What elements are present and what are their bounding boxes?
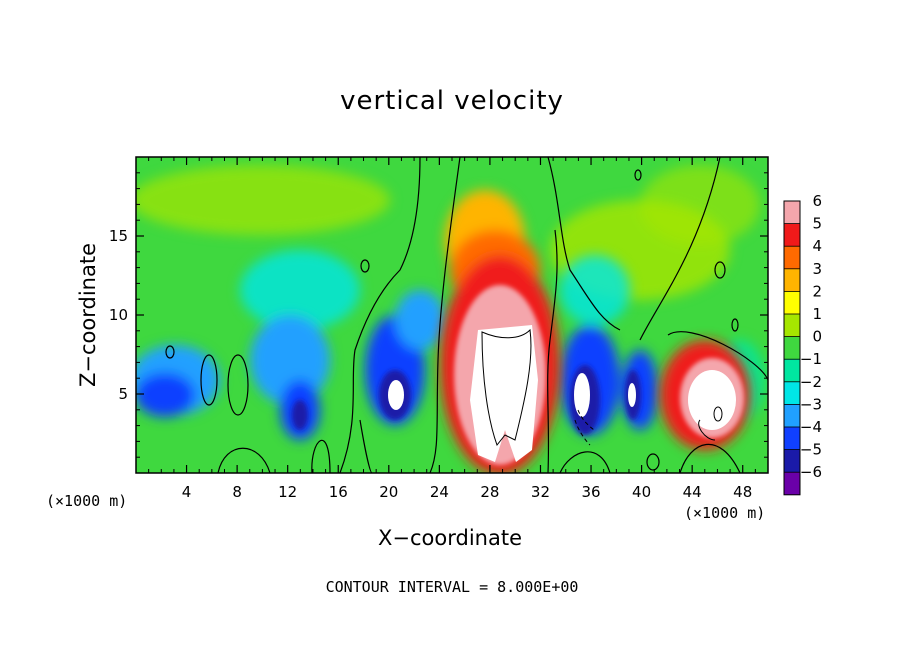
x-tick-label: 8 [232,483,242,501]
negative-contours [574,409,595,446]
colorbar-swatch [784,381,800,405]
colorbar-swatch [784,291,800,314]
x-tick-label: 48 [733,483,752,501]
colorbar-label: 5 [812,215,822,233]
colorbar-label: 1 [812,305,822,323]
colorbar-label: 3 [812,260,822,278]
colorbar-label: −3 [800,395,822,413]
colorbar-swatch [784,246,800,269]
x-tick-label: 12 [278,483,297,501]
y-tick-label: 10 [109,306,128,324]
y-tick-label: 5 [118,385,128,403]
colorbar-swatch [784,359,800,382]
x-axis: 4 8 12 16 20 24 28 32 36 40 44 48 [148,157,756,501]
colorbar-label: 0 [812,328,822,346]
zero-contours [165,157,768,473]
colorbar-label: −5 [800,441,822,459]
x-unit-label: (×1000 m) [684,504,766,522]
colorbar-swatch [784,314,800,337]
x-unit-label: (×1000 m) [46,492,128,510]
chart-title: vertical velocity [340,86,564,116]
x-tick-label: 16 [329,483,348,501]
updraft-core [470,325,538,462]
colorbar-label: −4 [800,418,822,436]
colorbar-swatch [784,223,800,247]
colorbar-label: 2 [812,282,822,300]
updraft-core [688,370,736,430]
downdraft-core [628,383,636,407]
colorbar-swatch [784,449,800,473]
y-axis: 5 10 15 [109,172,768,458]
colorbar-label: 6 [812,192,822,210]
x-axis-label: X−coordinate [378,526,522,550]
colorbar-swatch [784,336,800,360]
colorbar-swatch [784,472,800,495]
x-tick-label: 28 [480,483,499,501]
colorbar-label: 4 [812,237,822,255]
heatmap-field [136,157,768,473]
x-tick-label: 32 [531,483,550,501]
colorbar-label: −6 [800,463,822,481]
colorbar: 6 5 4 3 2 1 0 −1 −2 −3 −4 −5 −6 [783,192,822,496]
inner-contours [481,328,723,447]
x-tick-label: 4 [182,483,192,501]
x-tick-label: 20 [379,483,398,501]
y-tick-label: 15 [109,227,128,245]
x-tick-label: 44 [683,483,702,501]
y-axis-label: Z−coordinate [76,243,100,387]
colorbar-swatch [784,201,800,224]
x-tick-label: 36 [581,483,600,501]
colorbar-label: −1 [800,350,822,368]
downdraft-core [388,380,404,410]
colorbar-swatch [784,404,800,427]
colorbar-label: −2 [800,373,822,391]
colorbar-swatch [784,268,800,292]
x-tick-label: 24 [430,483,449,501]
downdraft-core [574,373,590,417]
x-tick-label: 40 [632,483,651,501]
colorbar-swatch [784,427,800,450]
contour-interval-note: CONTOUR INTERVAL = 8.000E+00 [325,578,579,596]
